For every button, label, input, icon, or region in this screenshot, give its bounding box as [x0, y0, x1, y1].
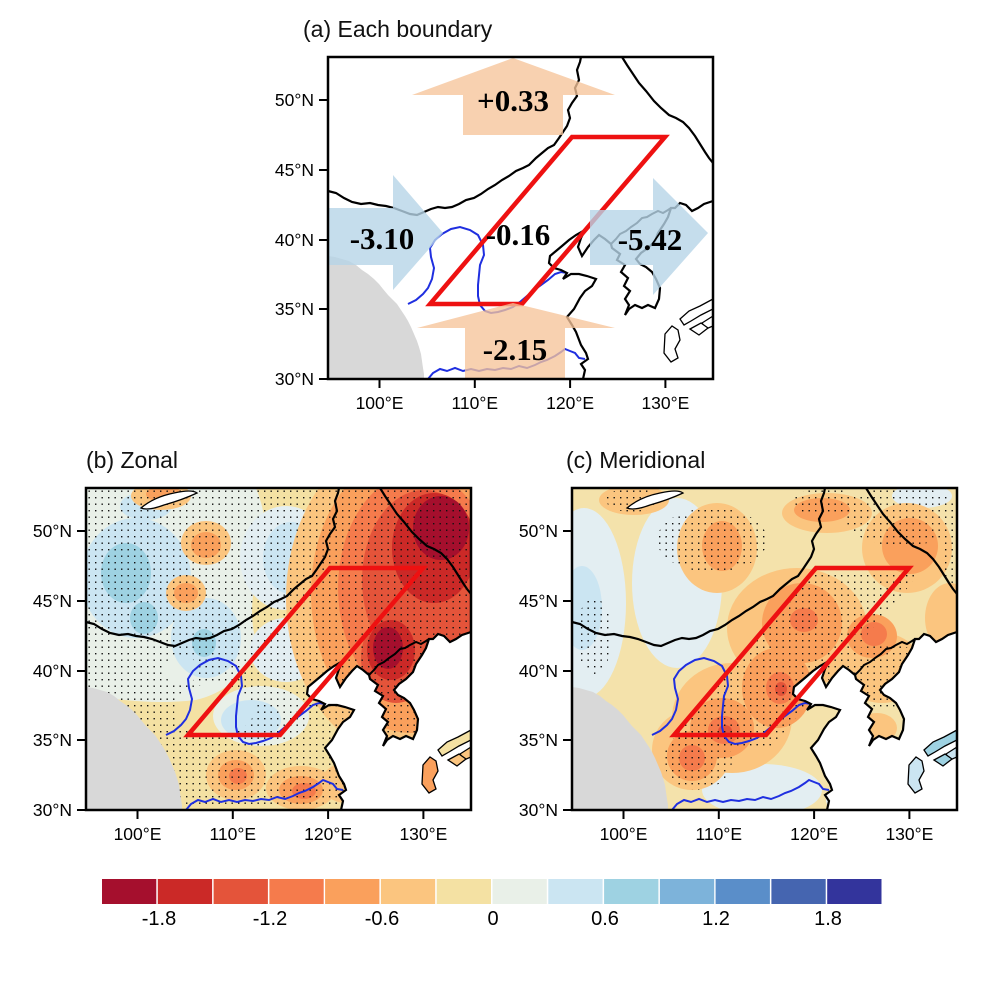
y-tick-label: 35°N [275, 299, 314, 319]
y-tick-label: 30°N [275, 369, 314, 389]
colorbar-swatch [325, 879, 380, 904]
panel-a-title: (a) Each boundary [303, 16, 493, 42]
south-flux-value: -2.15 [483, 332, 548, 367]
map-frame [326, 55, 715, 381]
east-flux-value: -5.42 [618, 222, 683, 257]
colorbar-swatch [659, 879, 715, 904]
y-tick-label: 50°N [519, 521, 558, 541]
east-flux-arrow [590, 178, 708, 295]
colorbar-swatch [771, 879, 826, 904]
japan-island [907, 756, 925, 794]
y-tick-label: 45°N [33, 591, 72, 611]
colorbar-tick-label: 0.6 [591, 908, 619, 930]
x-tick-label: 110°E [696, 824, 743, 844]
north-flux-value: +0.33 [477, 83, 549, 118]
map-frame [84, 486, 473, 812]
japan-island [663, 325, 681, 363]
colorbar-swatch [102, 879, 157, 904]
x-tick-label: 120°E [790, 824, 838, 844]
x-tick-label: 110°E [210, 824, 257, 844]
colorbar-tick-label: 0 [487, 908, 499, 930]
colorbar [102, 879, 882, 904]
colorbar-swatch [436, 879, 491, 904]
panel-a-map: +0.33 -3.10 -0.16 -5.42 -2.15 100°E 110°… [275, 55, 715, 413]
y-tick-label: 30°N [33, 800, 72, 820]
x-tick-label: 120°E [546, 393, 594, 413]
y-tick-label: 35°N [33, 730, 72, 750]
x-tick-label: 100°E [356, 393, 404, 413]
x-tick-label: 130°E [399, 824, 447, 844]
colorbar-swatch [213, 879, 268, 904]
masked-terrain [328, 256, 424, 379]
west-flux-arrow [328, 175, 443, 290]
center-flux-value: -0.16 [486, 217, 551, 252]
colorbar-tick-label: -0.6 [364, 908, 400, 930]
map-frame [570, 486, 959, 812]
colorbar-swatch [548, 879, 603, 904]
colorbar-tick-label: 1.8 [814, 908, 842, 930]
panel-c-title: (c) Meridional [566, 447, 706, 473]
south-flux-arrow [417, 303, 615, 379]
x-tick-label: 110°E [452, 393, 499, 413]
y-tick-label: 40°N [33, 661, 72, 681]
panel-c-map: 100°E 110°E 120°E 130°E 50°N 45°N 40°N 3… [519, 486, 959, 844]
colorbar-swatch [604, 879, 659, 904]
colorbar-swatch [269, 879, 324, 904]
y-tick-label: 50°N [33, 521, 72, 541]
north-flux-arrow [412, 58, 615, 135]
colorbar-tick-label: -1.2 [252, 908, 288, 930]
axis-ticks [563, 530, 911, 819]
colorbar-tick-label: 1.2 [702, 908, 730, 930]
y-tick-label: 40°N [519, 661, 558, 681]
japan-island [421, 756, 439, 794]
colorbar-swatch [157, 879, 213, 904]
y-tick-label: 35°N [519, 730, 558, 750]
x-tick-label: 130°E [641, 393, 689, 413]
axis-ticks [319, 99, 667, 388]
panel-b-map: 100°E 110°E 120°E 130°E 50°N 45°N 40°N 3… [33, 486, 473, 844]
x-tick-label: 120°E [304, 824, 352, 844]
axis-ticks [77, 530, 425, 819]
colorbar-swatch [715, 879, 770, 904]
y-tick-label: 50°N [275, 90, 314, 110]
colorbar-tick-label: -1.8 [141, 908, 177, 930]
y-tick-label: 45°N [519, 591, 558, 611]
y-tick-label: 30°N [519, 800, 558, 820]
y-tick-label: 45°N [275, 160, 314, 180]
x-tick-label: 130°E [885, 824, 933, 844]
west-flux-value: -3.10 [350, 221, 415, 256]
stippling [576, 488, 957, 790]
x-tick-label: 100°E [114, 824, 162, 844]
colorbar-swatch [492, 879, 547, 904]
y-tick-label: 40°N [275, 230, 314, 250]
colorbar-swatch [827, 879, 882, 904]
x-tick-label: 100°E [600, 824, 648, 844]
panel-b-title: (b) Zonal [86, 447, 179, 473]
country-border [620, 55, 715, 165]
colorbar-swatch [380, 879, 436, 904]
